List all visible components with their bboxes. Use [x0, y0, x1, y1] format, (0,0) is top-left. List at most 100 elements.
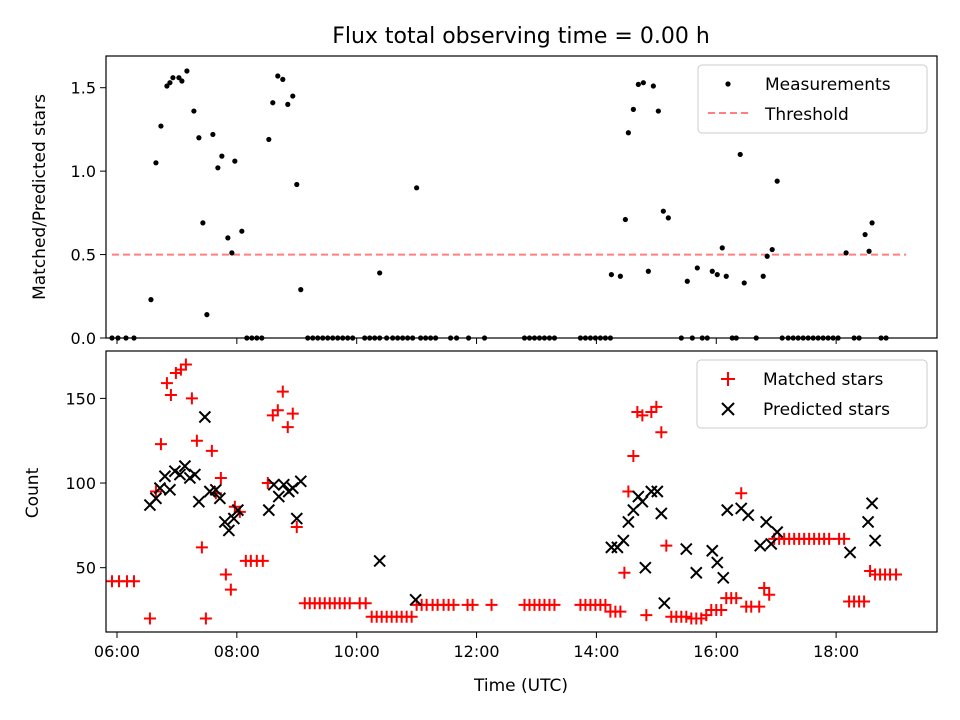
measurement-point — [377, 270, 383, 276]
predicted-star-point — [373, 554, 386, 568]
bottom-data-marks — [105, 358, 903, 625]
x-tick-label: 18:00 — [813, 642, 859, 661]
matched-star-point — [485, 598, 498, 611]
measurement-point — [239, 228, 245, 234]
matched-star-point — [763, 588, 776, 601]
matched-star-point — [219, 568, 232, 581]
predicted-star-point — [717, 571, 730, 585]
predicted-star-point — [192, 495, 206, 508]
measurement-point — [714, 271, 720, 278]
measurement-point — [298, 287, 304, 293]
measurement-point — [684, 278, 690, 284]
matched-star-point — [214, 471, 227, 484]
matched-star-point — [154, 438, 167, 451]
measurement-point — [170, 75, 176, 81]
matched-star-point — [758, 581, 771, 594]
y-tick-label: 0.5 — [71, 246, 96, 265]
matched-star-point — [256, 554, 269, 567]
matched-star-point — [715, 603, 728, 616]
measurement-point — [635, 81, 641, 87]
bottom-axes-frame — [105, 350, 938, 633]
matched-star-point — [281, 421, 294, 434]
matched-star-point — [164, 389, 177, 402]
measurement-point — [640, 80, 646, 86]
measurement-point — [225, 235, 231, 241]
predicted-star-point — [706, 544, 719, 557]
matched-star-point — [276, 385, 289, 398]
top-y-axis-label: Matched/Predicted stars — [30, 94, 50, 300]
matched-star-point — [205, 444, 218, 457]
legend-matched-label: Matched stars — [763, 370, 883, 390]
measurement-point — [232, 158, 238, 164]
predicted-star-point — [149, 492, 163, 505]
predicted-star-point — [690, 566, 703, 579]
legend-measurements-label: Measurements — [765, 75, 891, 95]
measurement-point — [660, 208, 666, 214]
matched-star-point — [890, 568, 903, 581]
measurement-point — [723, 273, 729, 279]
predicted-star-point — [770, 525, 784, 539]
predicted-star-point — [655, 507, 668, 520]
measurement-point — [869, 220, 875, 226]
measurement-point — [167, 80, 173, 86]
predicted-star-point — [158, 470, 172, 483]
measurement-point — [719, 245, 725, 251]
legend-threshold-label: Threshold — [764, 105, 849, 125]
measurement-point — [608, 271, 614, 278]
matched-star-point — [636, 409, 649, 422]
bottom-legend-box — [696, 359, 928, 429]
predicted-star-point — [409, 593, 422, 607]
measurement-point — [191, 108, 197, 114]
predicted-star-point — [209, 483, 223, 497]
measurement-point — [270, 100, 276, 106]
measurement-point — [285, 101, 291, 107]
predicted-star-point — [272, 490, 285, 503]
predicted-star-point — [742, 508, 755, 522]
predicted-star-point — [617, 534, 630, 547]
matched-star-point — [838, 532, 851, 545]
matched-star-point — [655, 426, 668, 439]
x-tick-label: 06:00 — [94, 642, 140, 661]
y-tick-label: 1.5 — [71, 79, 96, 98]
matched-star-point — [447, 598, 460, 611]
bottom-ticks: 50 100 150 06:00 08:00 10:00 12:00 14:00 16:00 18… — [65, 389, 859, 661]
measurement-point — [196, 135, 202, 141]
matched-star-point — [627, 449, 640, 462]
predicted-star-point — [178, 459, 192, 473]
x-tick-label: 14:00 — [573, 642, 619, 661]
predicted-star-point — [711, 556, 724, 569]
measurements-panel: 0.0 0.5 1.0 1.5 Matched/Predicted stars Mea… — [30, 55, 938, 348]
measurement-point — [655, 108, 661, 114]
y-tick-label: 150 — [65, 389, 96, 408]
measurement-point — [280, 76, 286, 82]
matched-star-point — [185, 392, 198, 405]
predicted-star-point — [865, 497, 879, 510]
predicted-star-point — [764, 537, 778, 551]
predicted-star-point — [153, 481, 167, 495]
predicted-star-point — [267, 478, 281, 491]
measurement-point — [645, 268, 651, 274]
matched-star-point — [753, 600, 766, 613]
measurement-point — [215, 165, 221, 171]
predicted-star-point — [173, 468, 187, 481]
predicted-star-point — [277, 478, 290, 491]
bottom-legend: Matched stars Predicted stars — [696, 359, 928, 429]
predicted-star-point — [861, 515, 875, 529]
measurement-point — [694, 265, 700, 271]
measurement-point — [630, 106, 636, 112]
matched-star-point — [179, 358, 192, 371]
measurement-point — [709, 268, 715, 274]
matched-star-point — [735, 487, 748, 500]
predicted-star-point — [680, 542, 693, 556]
matched-star-point — [618, 566, 631, 579]
predicted-star-point — [231, 503, 245, 517]
measurement-point — [200, 220, 206, 226]
predicted-star-point — [622, 515, 635, 529]
matched-star-point — [622, 485, 635, 498]
measurement-point — [294, 181, 300, 188]
predicted-star-point — [651, 485, 664, 498]
legend-measurements-marker — [725, 81, 731, 87]
matched-star-point — [271, 404, 284, 417]
x-tick-label: 08:00 — [214, 642, 260, 661]
